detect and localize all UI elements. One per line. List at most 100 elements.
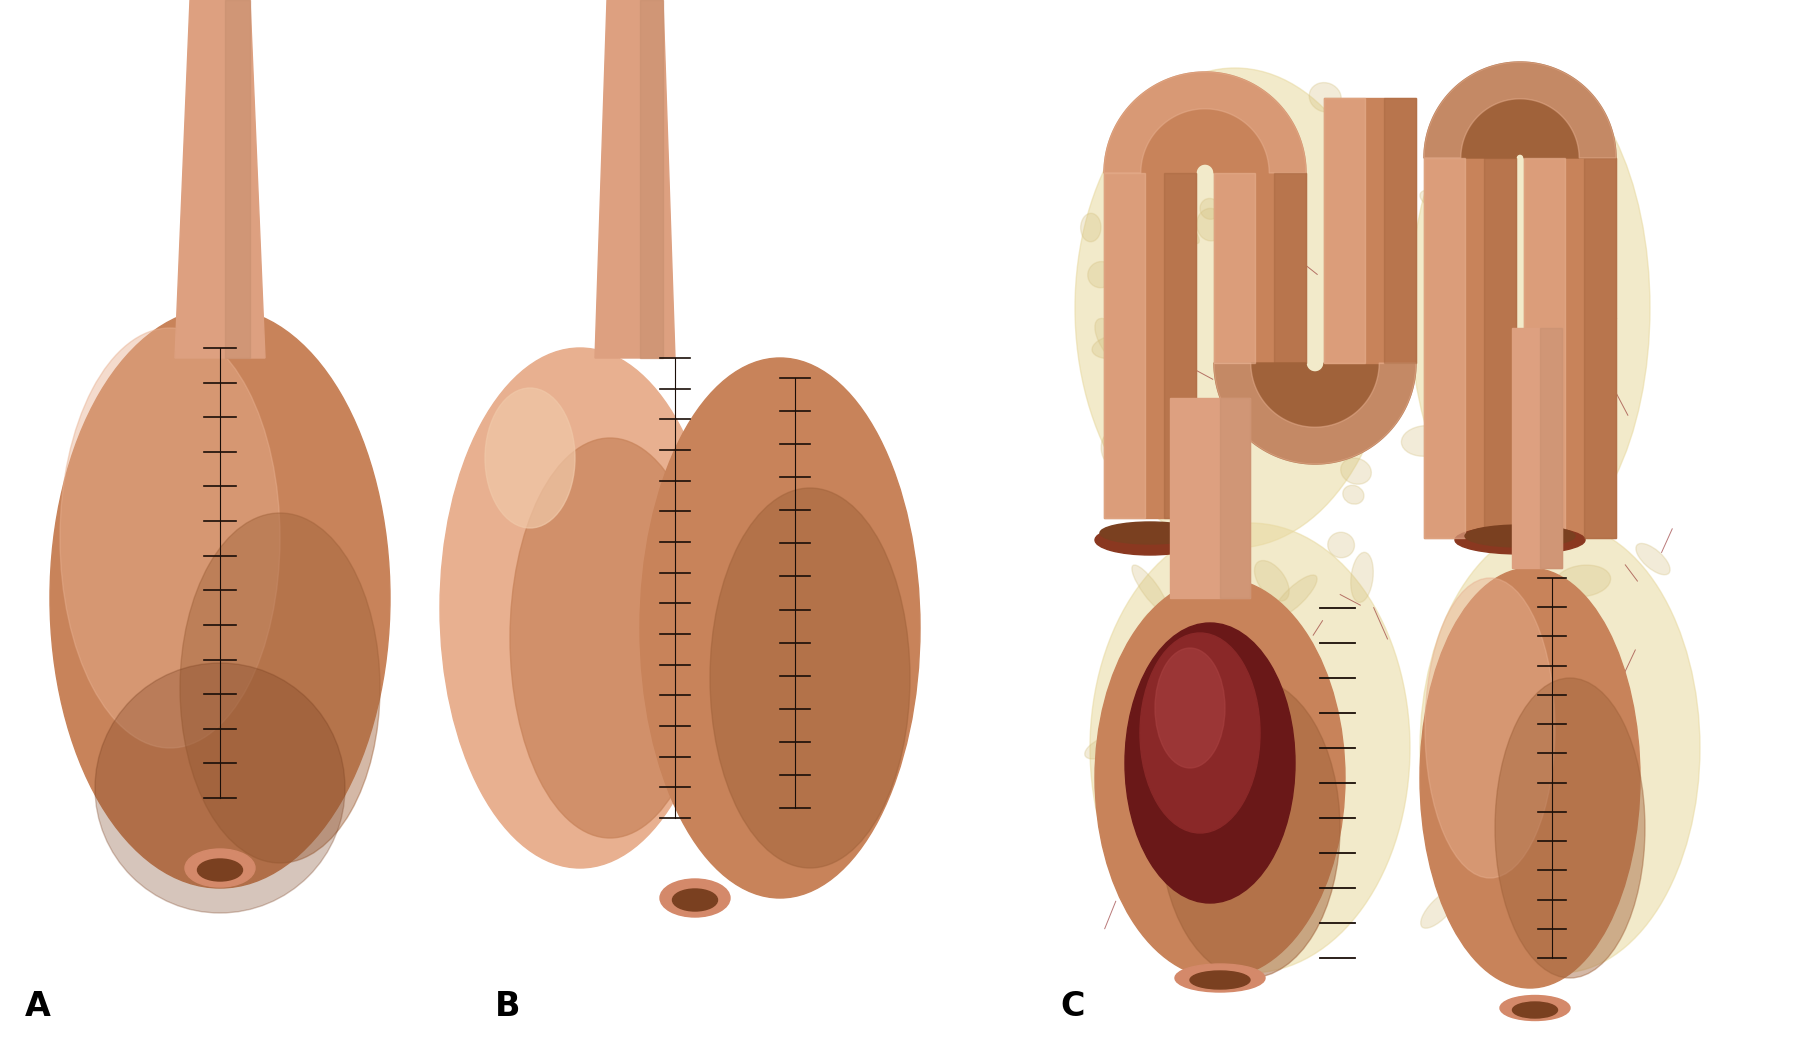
Ellipse shape	[1420, 189, 1456, 212]
Polygon shape	[225, 0, 250, 358]
Ellipse shape	[1190, 971, 1249, 989]
Polygon shape	[1541, 328, 1562, 568]
Ellipse shape	[50, 308, 391, 888]
Ellipse shape	[180, 513, 380, 863]
Ellipse shape	[1274, 681, 1314, 698]
Ellipse shape	[1197, 208, 1224, 241]
Ellipse shape	[1478, 636, 1523, 677]
Ellipse shape	[1454, 526, 1586, 554]
Polygon shape	[1213, 174, 1307, 363]
Ellipse shape	[1229, 214, 1264, 254]
Ellipse shape	[1420, 568, 1640, 988]
Polygon shape	[1584, 158, 1616, 539]
Polygon shape	[1525, 158, 1616, 539]
Polygon shape	[1213, 174, 1255, 363]
Ellipse shape	[1273, 574, 1318, 618]
Polygon shape	[1483, 158, 1516, 539]
Polygon shape	[1325, 98, 1417, 363]
Ellipse shape	[1579, 710, 1607, 738]
Ellipse shape	[1175, 964, 1265, 992]
Polygon shape	[1170, 398, 1249, 598]
Ellipse shape	[661, 879, 731, 917]
Ellipse shape	[1343, 486, 1364, 505]
Ellipse shape	[1139, 633, 1260, 833]
Ellipse shape	[1499, 996, 1570, 1021]
Polygon shape	[641, 0, 662, 358]
Polygon shape	[596, 0, 675, 358]
Polygon shape	[1213, 363, 1417, 464]
Ellipse shape	[1453, 127, 1485, 156]
Ellipse shape	[1341, 458, 1372, 485]
Ellipse shape	[1156, 768, 1175, 796]
Ellipse shape	[1159, 204, 1199, 243]
Polygon shape	[1424, 158, 1516, 539]
Ellipse shape	[1100, 522, 1201, 544]
Ellipse shape	[1132, 565, 1168, 613]
Ellipse shape	[1094, 318, 1134, 368]
Polygon shape	[1424, 62, 1616, 158]
Ellipse shape	[1593, 673, 1620, 696]
Ellipse shape	[1201, 199, 1220, 219]
Ellipse shape	[1420, 890, 1458, 928]
Ellipse shape	[1093, 334, 1139, 359]
Ellipse shape	[1265, 736, 1301, 763]
Ellipse shape	[1190, 654, 1242, 679]
Ellipse shape	[1085, 735, 1121, 759]
Ellipse shape	[673, 889, 718, 911]
Ellipse shape	[1328, 532, 1354, 558]
Polygon shape	[1103, 174, 1195, 518]
Ellipse shape	[1508, 73, 1539, 109]
Polygon shape	[1384, 98, 1417, 363]
Text: B: B	[495, 990, 520, 1023]
Ellipse shape	[1541, 802, 1570, 838]
Ellipse shape	[1087, 261, 1114, 288]
Polygon shape	[1274, 174, 1307, 363]
Polygon shape	[1103, 72, 1307, 174]
Polygon shape	[1220, 398, 1249, 598]
Ellipse shape	[1075, 68, 1395, 548]
Ellipse shape	[641, 358, 920, 898]
Text: A: A	[25, 990, 50, 1023]
Ellipse shape	[1091, 523, 1409, 973]
Ellipse shape	[1204, 113, 1235, 135]
Ellipse shape	[1102, 433, 1125, 466]
Ellipse shape	[1420, 523, 1699, 973]
Ellipse shape	[1465, 525, 1575, 547]
Ellipse shape	[185, 849, 256, 887]
Polygon shape	[175, 0, 265, 358]
Ellipse shape	[95, 663, 346, 913]
Ellipse shape	[1350, 552, 1373, 602]
Ellipse shape	[1546, 667, 1570, 719]
Ellipse shape	[1426, 578, 1555, 878]
Ellipse shape	[509, 438, 709, 838]
Ellipse shape	[439, 348, 720, 868]
Polygon shape	[1213, 363, 1417, 464]
Polygon shape	[1165, 174, 1195, 518]
Ellipse shape	[1156, 647, 1226, 768]
Ellipse shape	[198, 859, 243, 881]
Polygon shape	[1424, 158, 1465, 539]
Ellipse shape	[1309, 83, 1341, 112]
Ellipse shape	[1426, 437, 1478, 480]
Polygon shape	[1103, 72, 1307, 174]
Ellipse shape	[1269, 331, 1305, 360]
Ellipse shape	[1561, 873, 1602, 908]
Ellipse shape	[1402, 425, 1449, 456]
Ellipse shape	[1526, 518, 1568, 546]
Polygon shape	[1103, 174, 1145, 518]
Ellipse shape	[1141, 612, 1161, 637]
Ellipse shape	[1366, 181, 1397, 212]
Ellipse shape	[1537, 175, 1573, 203]
Ellipse shape	[1094, 525, 1204, 555]
Ellipse shape	[1591, 783, 1629, 816]
Ellipse shape	[1094, 578, 1345, 978]
Ellipse shape	[1512, 1002, 1557, 1018]
Ellipse shape	[1496, 678, 1645, 978]
Ellipse shape	[1541, 399, 1564, 427]
Ellipse shape	[1255, 561, 1289, 601]
Ellipse shape	[484, 388, 574, 528]
Ellipse shape	[1555, 565, 1611, 597]
Ellipse shape	[709, 488, 911, 868]
Ellipse shape	[1159, 678, 1339, 978]
Text: C: C	[1060, 990, 1084, 1023]
